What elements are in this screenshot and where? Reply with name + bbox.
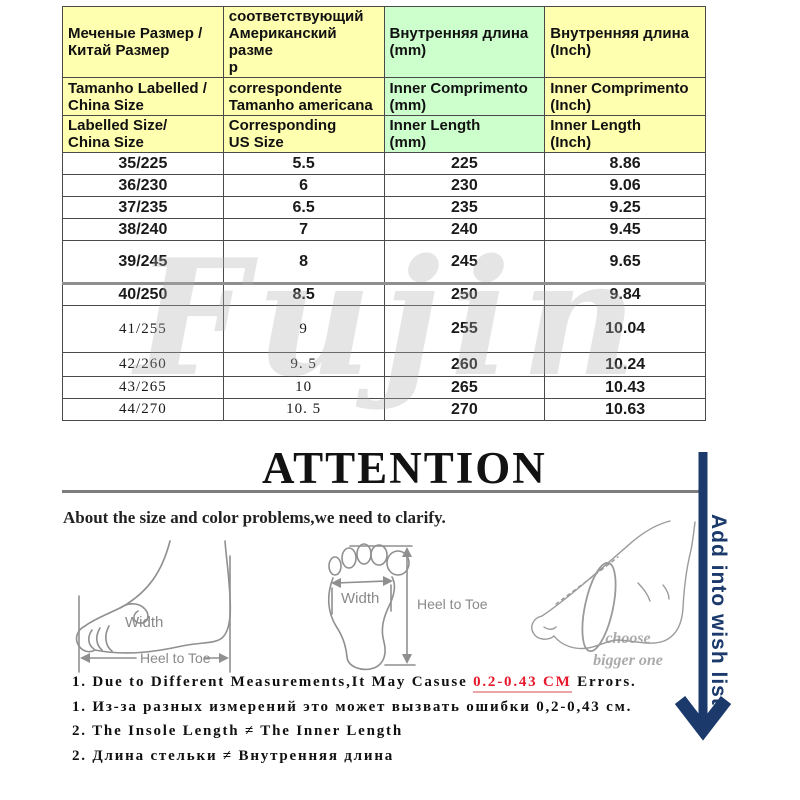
size-table-header-cell: Labelled Size/ China Size <box>62 115 224 153</box>
sole-foot-diagram <box>327 543 416 671</box>
table-row: 39/245 8 245 9.65 <box>62 240 706 284</box>
size-table-header-cell: соответствующий Американский разме р <box>222 6 385 78</box>
size-table-cell: 10. 5 <box>222 398 385 421</box>
side-foot-width-label: Width <box>125 614 164 631</box>
note-insole-length-ru: 2. Длина стельки ≠ Внутренняя длина <box>72 747 395 764</box>
size-table-header-cell: Inner Length (mm) <box>383 115 546 153</box>
size-table-header-cell: Tamanho Labelled / China Size <box>62 77 224 116</box>
table-row: 44/270 10. 5 270 10.63 <box>62 398 706 421</box>
size-table-cell: 270 <box>383 398 546 421</box>
attention-heading: ATTENTION <box>262 443 547 493</box>
table-row: 41/255 9 255 10.04 <box>62 305 706 353</box>
note-text: Errors. <box>571 674 637 690</box>
sole-foot-width-label: Width <box>341 590 380 607</box>
sole-foot-length-label: Heel to Toe <box>417 596 488 612</box>
size-table-cell: 240 <box>383 218 546 241</box>
table-row: 38/240 7 240 9.45 <box>62 218 706 241</box>
choose-bigger-note: choose bigger one <box>593 630 663 669</box>
size-table-header-cell: correspondente Tamanho americana <box>222 77 385 116</box>
add-to-wishlist-arrow[interactable] <box>674 452 732 741</box>
table-row: 43/265 10 265 10.43 <box>62 376 706 399</box>
size-table-header-cell: Inner Comprimento (Inch) <box>544 77 706 116</box>
note-text: 1. Due to Different Measurements,It May … <box>72 674 474 690</box>
size-table-header-cell: Внутренняя длина (Inch) <box>544 6 706 78</box>
size-table-header-cell: Меченые Размер / Китай Размер <box>62 6 224 78</box>
size-table-cell: 43/265 <box>62 376 224 399</box>
note-insole-length-en: 2. The Insole Length ≠ The Inner Length <box>72 723 403 739</box>
size-table-cell: 245 <box>383 240 546 284</box>
size-table-cell: 9.65 <box>544 240 706 284</box>
size-table-cell: 230 <box>383 174 546 197</box>
size-table-cell: 10.63 <box>544 398 706 421</box>
size-table-cell: 39/245 <box>62 240 224 284</box>
table-row: 36/230 6 230 9.06 <box>62 174 706 197</box>
table-header-row: Меченые Размер / Китай Размер соответств… <box>62 6 706 78</box>
add-to-wishlist-label[interactable]: Add into wish list <box>707 514 730 706</box>
table-row: 35/225 5.5 225 8.86 <box>62 152 706 175</box>
size-table-cell: 250 <box>383 282 546 306</box>
size-table-header-cell: Inner Length (Inch) <box>544 115 706 153</box>
attention-subtitle: About the size and color problems,we nee… <box>63 508 446 527</box>
size-table-cell: 40/250 <box>62 282 224 306</box>
attention-divider-line <box>62 490 705 493</box>
notes-section: 1. Due to Different Measurements,It May … <box>72 670 692 768</box>
size-table-header-cell: Corresponding US Size <box>222 115 385 153</box>
size-table-cell: 9.84 <box>544 282 706 306</box>
size-table-cell: 10.24 <box>544 352 706 377</box>
table-header-row: Tamanho Labelled / China Size correspond… <box>62 77 706 116</box>
size-table-cell: 8.5 <box>222 282 385 306</box>
side-foot-length-label: Heel to Toe <box>140 650 211 666</box>
size-table-header-cell: Внутренняя длина (mm) <box>383 6 546 78</box>
side-foot-diagram <box>75 540 232 673</box>
girth-foot-diagram <box>531 520 696 653</box>
table-header-row: Labelled Size/ China Size Corresponding … <box>62 115 706 153</box>
size-table-cell: 235 <box>383 196 546 219</box>
size-table-cell: 9 <box>222 305 385 353</box>
size-table: Меченые Размер / Китай Размер соответств… <box>62 6 706 421</box>
size-table-cell: 255 <box>383 305 546 353</box>
size-table-cell: 225 <box>383 152 546 175</box>
note-measurement-error-en: 1. Due to Different Measurements,It May … <box>72 670 692 695</box>
table-row: 40/250 8.5 250 9.84 <box>62 282 706 306</box>
error-range-highlight: 0.2-0.43 CM <box>473 674 572 693</box>
size-table-cell: 44/270 <box>62 398 224 421</box>
size-table-header-cell: Inner Comprimento (mm) <box>383 77 546 116</box>
size-table-cell: 9. 5 <box>222 352 385 377</box>
note-measurement-error-ru: 1. Из-за разных измерений это может вызв… <box>72 698 633 715</box>
size-table-cell: 10.04 <box>544 305 706 353</box>
